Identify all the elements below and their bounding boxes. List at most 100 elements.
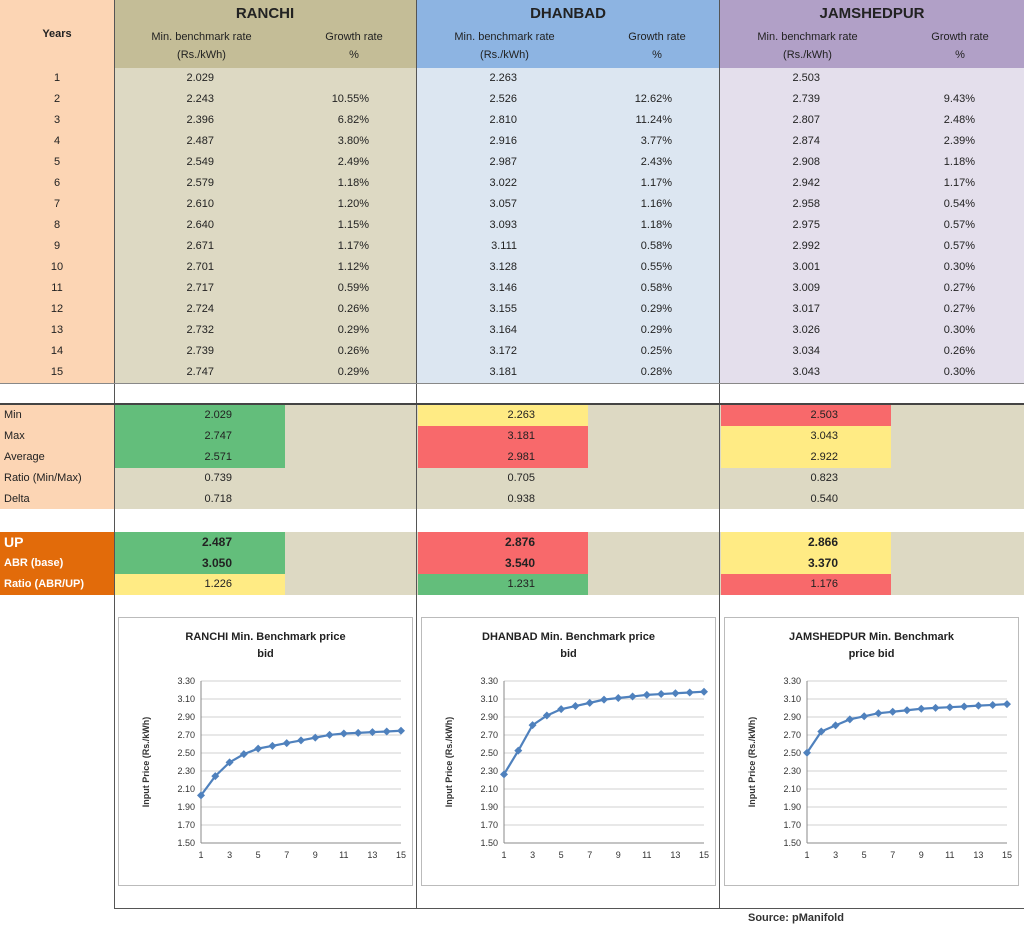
rate-cell: 3.043: [792, 366, 820, 378]
growth-cell: 0.26%: [943, 345, 975, 357]
data-point: [382, 727, 391, 736]
y-tick-label: 3.10: [783, 694, 801, 704]
rate-cell: 3.146: [489, 282, 517, 294]
rate-cell: 2.807: [792, 114, 820, 126]
chart-svg: 3.30 3.10 2.90 2.70 2.50 2.30 2.10 1.90 1.70 1.50…: [747, 676, 1012, 860]
up-value: 1.226: [115, 574, 285, 595]
rate-cell: 2.243: [186, 93, 214, 105]
rate-cell: 3.034: [792, 345, 820, 357]
data-point: [500, 770, 508, 779]
data-point: [557, 705, 566, 714]
city-header-ranchi: RANCHI: [114, 0, 416, 27]
growth-cell: 0.26%: [337, 303, 369, 315]
rate-cell: 2.908: [792, 156, 820, 168]
growth-cell: 0.27%: [943, 303, 975, 315]
x-tick-label: 3: [833, 850, 838, 860]
y-tick-label: 2.70: [480, 730, 498, 740]
series-line: [503, 690, 705, 775]
jamshedpur-data-block: [720, 68, 1024, 383]
year-cell: 14: [50, 345, 64, 357]
rate-cell: 3.164: [489, 324, 517, 336]
years-column: [0, 68, 114, 383]
growth-cell: 2.43%: [640, 156, 672, 168]
year-cell: 3: [53, 114, 61, 126]
y-tick-label: 3.10: [480, 694, 498, 704]
growth-cell: 0.29%: [640, 324, 672, 336]
city-header-dhanbad: DHANBAD: [417, 0, 719, 27]
stat-value: 0.718: [204, 493, 232, 505]
x-tick-label: 5: [256, 850, 261, 860]
subheader-growth-unit: %: [652, 49, 662, 61]
stat-label: Ratio (Min/Max): [4, 472, 82, 484]
rate-cell: 3.017: [792, 303, 820, 315]
years-header-label: Years: [42, 28, 72, 40]
rate-cell: 3.155: [489, 303, 517, 315]
subheader-rate-unit: (Rs./kWh): [783, 49, 832, 61]
data-point: [297, 736, 305, 745]
up-label-column: [0, 532, 114, 595]
data-point: [671, 689, 680, 698]
chart-svg: 3.30 3.10 2.90 2.70 2.50 2.30 2.10 1.90 1.70 1.50…: [444, 676, 709, 860]
y-tick-label: 2.90: [783, 712, 801, 722]
x-tick-label: 9: [919, 850, 924, 860]
rate-cell: 2.549: [186, 156, 214, 168]
rate-cell: 2.732: [186, 324, 214, 336]
y-tick-label: 3.30: [783, 676, 801, 686]
growth-cell: 1.17%: [943, 177, 975, 189]
data-point: [528, 721, 537, 730]
y-tick-label: 2.50: [783, 748, 801, 758]
growth-cell: 0.25%: [640, 345, 672, 357]
subheader-growth-label: Growth rate: [628, 31, 686, 43]
growth-cell: 9.43%: [943, 93, 975, 105]
year-cell: 9: [53, 240, 61, 252]
growth-cell: 10.55%: [331, 93, 369, 105]
stat-label: Delta: [4, 493, 30, 505]
up-value: 1.231: [418, 574, 588, 595]
rate-cell: 3.181: [489, 366, 517, 378]
x-tick-label: 11: [642, 850, 651, 860]
year-cell: 6: [53, 177, 61, 189]
chart-jamshedpur: JAMSHEDPUR Min. Benchmark price bid 3.30…: [724, 617, 1019, 886]
data-point: [211, 772, 220, 781]
growth-cell: 12.62%: [634, 93, 672, 105]
growth-cell: 0.58%: [640, 240, 672, 252]
growth-cell: 0.29%: [337, 366, 369, 378]
data-point: [831, 721, 840, 730]
chart-dhanbad: DHANBAD Min. Benchmark price bid 3.30 3.1…: [421, 617, 716, 886]
data-point: [542, 711, 551, 720]
dhanbad-data-block: [417, 68, 719, 383]
data-point: [339, 729, 348, 738]
year-cell: 8: [53, 219, 61, 231]
x-tick-label: 7: [284, 850, 289, 860]
stat-value: 0.705: [507, 472, 535, 484]
growth-cell: 0.30%: [943, 324, 975, 336]
y-tick-label: 2.90: [480, 712, 498, 722]
rate-cell: 2.874: [792, 135, 820, 147]
y-tick-label: 2.70: [783, 730, 801, 740]
rate-cell: 2.724: [186, 303, 214, 315]
data-point: [960, 702, 969, 711]
year-cell: 4: [53, 135, 61, 147]
rate-cell: 2.671: [186, 240, 214, 252]
y-tick-label: 1.70: [177, 820, 195, 830]
growth-cell: [284, 68, 369, 89]
rate-cell: 2.029: [186, 72, 214, 84]
x-tick-label: 3: [530, 850, 535, 860]
source-note: Source: pManifold: [748, 912, 844, 924]
y-tick-label: 1.90: [480, 802, 498, 812]
chart-title-line1: RANCHI Min. Benchmark price: [185, 631, 346, 643]
up-value: 3.050: [115, 553, 285, 574]
y-tick-label: 2.50: [480, 748, 498, 758]
data-point: [803, 748, 811, 757]
x-tick-label: 15: [396, 850, 406, 860]
chart-ranchi: RANCHI Min. Benchmark price bid 3.30 3.10…: [118, 617, 413, 886]
growth-cell: 0.54%: [943, 198, 975, 210]
y-tick-label: 2.30: [783, 766, 801, 776]
stat-label: Max: [4, 430, 25, 442]
rate-cell: 3.001: [792, 261, 820, 273]
growth-cell: 0.30%: [943, 366, 975, 378]
rate-cell: 2.640: [186, 219, 214, 231]
stat-value: 2.503: [721, 405, 891, 426]
x-tick-label: 7: [890, 850, 895, 860]
growth-cell: 1.17%: [640, 177, 672, 189]
